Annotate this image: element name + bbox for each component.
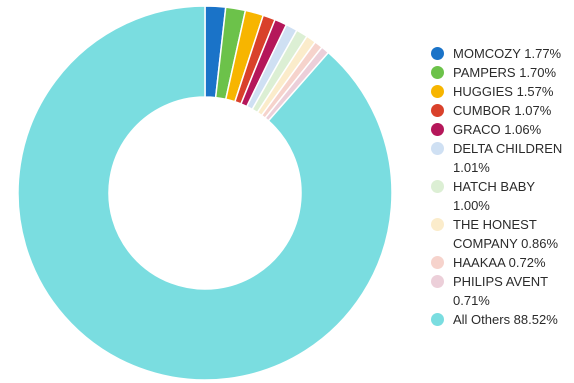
legend-item: THE HONEST COMPANY 0.86% [426, 215, 574, 253]
legend-swatch [431, 104, 444, 117]
legend-item: GRACO 1.06% [426, 120, 574, 139]
legend-label: HUGGIES 1.57% [453, 84, 554, 99]
legend-swatch [431, 85, 444, 98]
donut-chart [17, 5, 393, 381]
legend-item: HUGGIES 1.57% [426, 82, 574, 101]
legend-label: All Others 88.52% [453, 312, 558, 327]
legend-label: HATCH BABY 1.00% [453, 179, 535, 213]
legend-label: MOMCOZY 1.77% [453, 46, 562, 61]
legend-item: MOMCOZY 1.77% [426, 44, 574, 63]
legend-label: THE HONEST COMPANY 0.86% [453, 217, 559, 251]
legend-label: HAAKAA 0.72% [453, 255, 546, 270]
legend-swatch [431, 313, 444, 326]
legend-item: HATCH BABY 1.00% [426, 177, 574, 215]
legend-swatch [431, 47, 444, 60]
legend-item: PAMPERS 1.70% [426, 63, 574, 82]
legend-item: All Others 88.52% [426, 310, 574, 329]
legend-swatch [431, 275, 444, 288]
legend-swatch [431, 142, 444, 155]
legend-swatch [431, 218, 444, 231]
legend-swatch [431, 256, 444, 269]
legend-label: GRACO 1.06% [453, 122, 542, 137]
legend-label: DELTA CHILDREN 1.01% [453, 141, 563, 175]
legend-label: PAMPERS 1.70% [453, 65, 557, 80]
legend-item: HAAKAA 0.72% [426, 253, 574, 272]
legend-item: DELTA CHILDREN 1.01% [426, 139, 574, 177]
chart-legend: MOMCOZY 1.77% PAMPERS 1.70% HUGGIES 1.57% C… [426, 44, 574, 329]
legend-swatch [431, 180, 444, 193]
legend-swatch [431, 123, 444, 136]
legend-item: PHILIPS AVENT 0.71% [426, 272, 574, 310]
legend-item: CUMBOR 1.07% [426, 101, 574, 120]
legend-label: CUMBOR 1.07% [453, 103, 552, 118]
donut-slice-all-others [17, 5, 393, 381]
legend-label: PHILIPS AVENT 0.71% [453, 274, 548, 308]
legend-swatch [431, 66, 444, 79]
